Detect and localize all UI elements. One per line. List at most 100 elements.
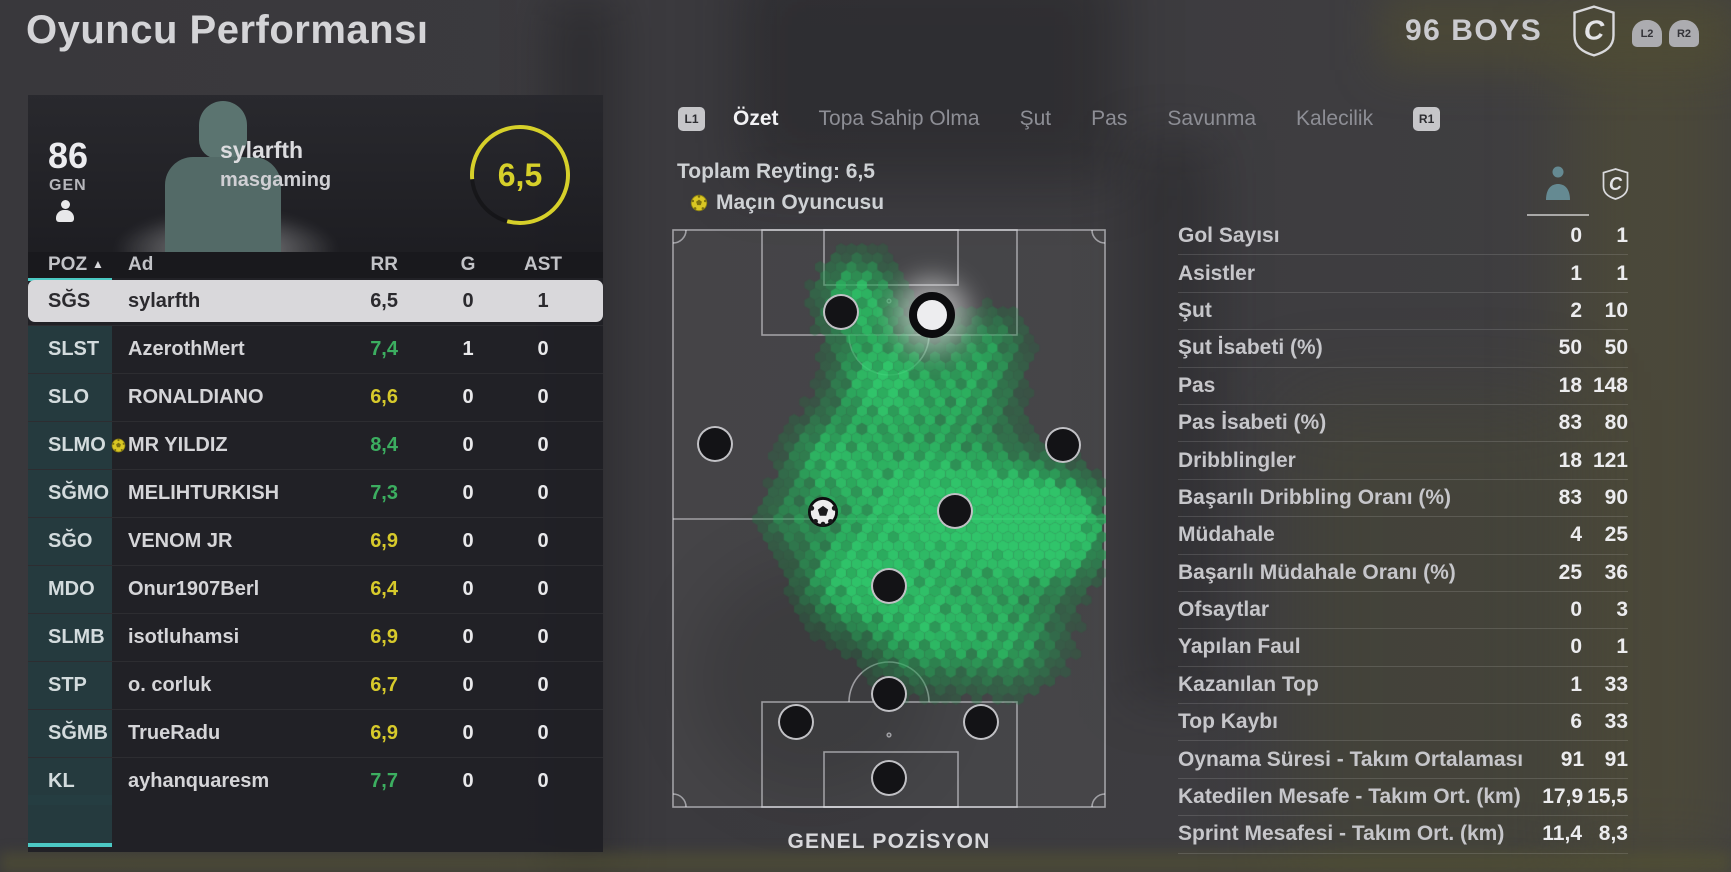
stat-team-value: 80 [1604, 411, 1628, 435]
l2-trigger-button[interactable]: L2 [1632, 20, 1662, 47]
table-row[interactable]: SĞS sylarfth 6,5 0 1 [28, 280, 603, 322]
position-label: SĞS [48, 289, 91, 312]
assists-value: 0 [537, 338, 549, 360]
stat-player-value: 25 [1558, 560, 1582, 584]
position-label: STP [48, 674, 87, 696]
stat-team-value: 33 [1604, 672, 1628, 696]
l1-bumper-button[interactable]: L1 [678, 107, 705, 131]
tab-pas[interactable]: Pas [1091, 107, 1128, 130]
r1-bumper-button[interactable]: R1 [1413, 107, 1441, 131]
table-row[interactable]: SĞMO MELIHTURKISH 7,3 0 0 [28, 469, 603, 517]
stat-player-value: 2 [1570, 298, 1582, 322]
match-rating-value: 6,5 [370, 289, 398, 312]
player-name: isotluhamsi [128, 626, 240, 648]
player-marker[interactable] [1045, 427, 1081, 463]
goals-value: 0 [462, 434, 474, 456]
goals-value: 0 [462, 386, 474, 408]
table-row[interactable]: SLO RONALDIANO 6,6 0 0 [28, 373, 603, 421]
position-cell: STP [28, 662, 112, 709]
player-marker[interactable] [871, 568, 907, 604]
match-rating-value: 6,7 [370, 674, 398, 696]
ball-marker[interactable] [808, 497, 838, 527]
tab-bar: L1 Özet Topa Sahip Olma Şut Pas Savunma Kalec… [678, 107, 1441, 131]
tab-savunma[interactable]: Savunma [1167, 107, 1257, 130]
stat-label: Sprint Mesafesi - Takım Ort. (km) [1178, 822, 1505, 846]
stat-row: Şut İsabeti (%) 50 50 [1178, 330, 1628, 368]
table-row[interactable]: SLMB isotluhamsi 6,9 0 0 [28, 613, 603, 661]
goals-value: 0 [462, 289, 474, 312]
stats-panel: C Gol Sayısı 0 1 Asistler 1 1 Şut 2 10 Şut İsabet… [1178, 160, 1629, 854]
player-marker[interactable] [778, 704, 814, 740]
stat-player-value: 0 [1570, 598, 1582, 622]
player-name: Onur1907Berl [128, 578, 260, 600]
stat-label: Dribblingler [1178, 448, 1296, 472]
table-row[interactable]: MDO Onur1907Berl 6,4 0 0 [28, 565, 603, 613]
player-marker[interactable] [871, 760, 907, 796]
stat-row: Oynama Süresi - Takım Ortalaması 91 91 [1178, 741, 1628, 779]
stat-label: Asistler [1178, 261, 1256, 285]
svg-text:C: C [1584, 15, 1605, 46]
position-cell: MDO [28, 566, 112, 613]
page-title: Oyuncu Performansı [26, 8, 429, 52]
svg-text:C: C [1609, 174, 1623, 194]
motm-label: Maçın Oyuncusu [716, 191, 885, 214]
goals-value: 0 [462, 770, 474, 792]
stat-team-value: 1 [1616, 224, 1628, 248]
table-scroll-indicator [28, 795, 603, 852]
selected-player-marker[interactable] [909, 292, 955, 338]
tab-özet[interactable]: Özet [733, 107, 779, 130]
position-cell: SĞMB [28, 710, 112, 757]
stat-row: Müdahale 4 25 [1178, 517, 1628, 555]
column-header-assists[interactable]: AST [524, 254, 562, 275]
player-marker[interactable] [871, 676, 907, 712]
stat-row: Gol Sayısı 0 1 [1178, 218, 1628, 256]
column-header-rr[interactable]: RR [370, 254, 398, 275]
stat-player-value: 50 [1558, 336, 1582, 360]
player-marker[interactable] [963, 704, 999, 740]
column-header-name[interactable]: Ad [128, 254, 154, 275]
stat-row: Sprint Mesafesi - Takım Ort. (km) 11,4 8,3 [1178, 816, 1628, 854]
stat-player-value: 1 [1570, 261, 1582, 285]
tab-topa-sahip-olma[interactable]: Topa Sahip Olma [818, 107, 980, 130]
stat-team-value: 36 [1604, 560, 1628, 584]
table-row[interactable]: STP o. corluk 6,7 0 0 [28, 661, 603, 709]
tabs-list: Özet Topa Sahip Olma Şut Pas Savunma Kalecili… [733, 107, 1373, 131]
goals-value: 0 [462, 674, 474, 696]
stat-player-value: 91 [1560, 747, 1585, 771]
background-shadow [740, 0, 1120, 180]
table-row[interactable]: SLMO MR YILDIZ 8,4 0 0 [28, 421, 603, 469]
player-marker[interactable] [823, 294, 859, 330]
stat-team-value: 90 [1604, 485, 1628, 509]
player-list-panel: 86 GEN sylarfth masgaming 6,5 POZ ▲ Ad R… [28, 95, 603, 852]
player-marker[interactable] [937, 493, 973, 529]
assists-value: 0 [537, 482, 549, 504]
column-header-goals[interactable]: G [460, 254, 476, 275]
stat-player-value: 18 [1558, 373, 1582, 397]
stat-team-value: 91 [1604, 747, 1628, 771]
goals-value: 0 [462, 530, 474, 552]
player-name: MR YILDIZ [128, 434, 228, 456]
club-name: 96 BOYS [1405, 14, 1543, 47]
stat-row: Asistler 1 1 [1178, 255, 1628, 293]
position-cell: SĞMO [28, 470, 112, 517]
overall-rating-label: GEN [49, 177, 87, 194]
selected-player-name: sylarfth [220, 137, 304, 163]
stat-label: Müdahale [1178, 523, 1275, 547]
stat-player-value: 4 [1570, 523, 1582, 547]
position-cell: SĞO [28, 518, 112, 565]
r2-trigger-button[interactable]: R2 [1669, 20, 1699, 47]
goals-value: 0 [462, 722, 474, 744]
player-marker[interactable] [697, 426, 733, 462]
pitch-caption: GENEL POZİSYON [787, 830, 991, 853]
position-label: SĞO [48, 530, 93, 552]
goals-value: 1 [462, 338, 474, 360]
table-row[interactable]: SĞMB TrueRadu 6,9 0 0 [28, 709, 603, 757]
position-cell: SLMB [28, 614, 112, 661]
selected-player-card: 86 GEN sylarfth masgaming 6,5 [28, 95, 603, 252]
table-row[interactable]: SLST AzerothMert 7,4 1 0 [28, 325, 603, 373]
tab-kalecilik[interactable]: Kalecilik [1296, 107, 1374, 130]
tab-şut[interactable]: Şut [1019, 107, 1052, 130]
column-header-poz[interactable]: POZ [48, 254, 88, 275]
match-summary: Toplam Reyting: 6,5 Maçın Oyuncusu [677, 160, 884, 215]
table-row[interactable]: SĞO VENOM JR 6,9 0 0 [28, 517, 603, 565]
